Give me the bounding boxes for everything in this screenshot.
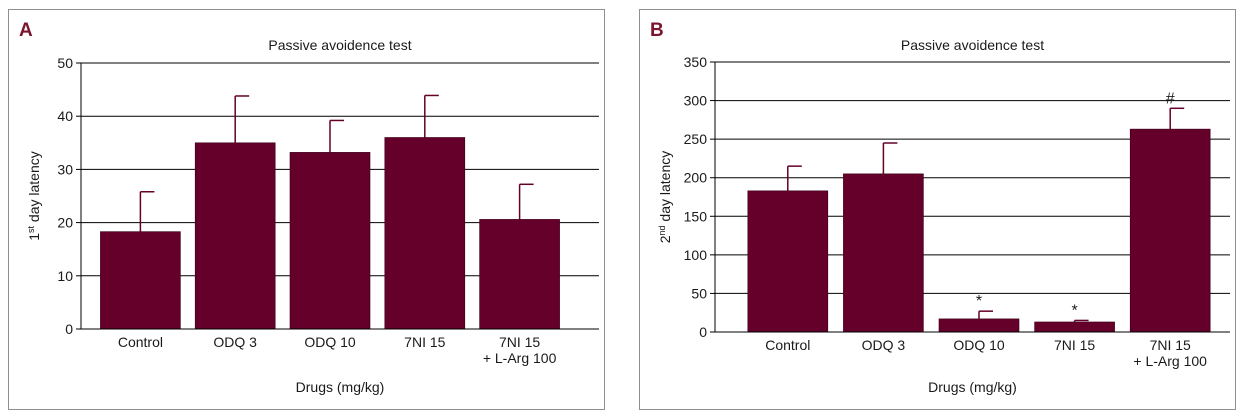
panel-a: A Passive avoidence test 0 10 20 30 40 50 Contr… xyxy=(8,9,605,410)
chart-a: Passive avoidence test 0 10 20 30 40 50 Control… xyxy=(9,10,606,411)
chart-1-bar-annotation: # xyxy=(1166,90,1175,107)
chart-0-bar xyxy=(290,152,370,329)
chart-0-bar xyxy=(480,219,560,329)
chart-0-y-tick-label: 50 xyxy=(57,55,73,71)
chart-0-category-label: 7NI 15 xyxy=(404,334,445,350)
chart-1-y-tick-label: 100 xyxy=(684,247,708,263)
chart-1-category-label: + L-Arg 100 xyxy=(1133,353,1207,369)
chart-1-title: Passive avoidence test xyxy=(901,37,1044,53)
chart-0-y-tick-label: 30 xyxy=(57,161,73,177)
chart-0-bar xyxy=(385,137,465,329)
chart-0-y-tick-label: 0 xyxy=(65,321,73,337)
chart-1-category-label: ODQ 10 xyxy=(953,337,1005,353)
chart-0-y-tick-label: 10 xyxy=(57,268,73,284)
chart-0-category-label: Control xyxy=(118,334,163,350)
chart-1-bar xyxy=(748,191,828,332)
chart-0-y-tick-label: 40 xyxy=(57,108,73,124)
chart-1-y-tick-label: 50 xyxy=(691,285,707,301)
chart-1-x-axis-label: Drugs (mg/kg) xyxy=(928,379,1017,395)
chart-1-y-tick-label: 200 xyxy=(684,170,708,186)
chart-1-y-tick-label: 350 xyxy=(684,54,708,70)
chart-1-category-label: Control xyxy=(765,337,810,353)
chart-1-y-tick-label: 0 xyxy=(699,324,707,340)
chart-1-y-tick-label: 250 xyxy=(684,131,708,147)
chart-1-bar-annotation: * xyxy=(1071,302,1077,319)
chart-1-category-label: 7NI 15 xyxy=(1054,337,1095,353)
chart-1-category-label: ODQ 3 xyxy=(862,337,906,353)
chart-1-category-label: 7NI 15 xyxy=(1150,337,1191,353)
chart-0-y-axis-label: 1st day latency xyxy=(26,151,42,241)
chart-1-y-tick-label: 300 xyxy=(684,93,708,109)
panel-b: B Passive avoidence test 0 50 100 150 200 250 3… xyxy=(639,9,1236,410)
chart-0-bar xyxy=(100,232,180,329)
chart-0-category-label: ODQ 10 xyxy=(304,334,356,350)
chart-0-category-label: 7NI 15 xyxy=(499,334,540,350)
chart-1-bar-annotation: * xyxy=(976,293,982,310)
chart-1-bar xyxy=(939,319,1019,332)
chart-0-category-label: + L-Arg 100 xyxy=(483,350,557,366)
chart-0-y-tick-label: 20 xyxy=(57,215,73,231)
chart-1-y-axis-label: 2nd day latency xyxy=(657,151,673,244)
chart-0-category-label: ODQ 3 xyxy=(213,334,257,350)
chart-1-y-tick-label: 150 xyxy=(684,208,708,224)
chart-1-bar xyxy=(843,174,923,332)
chart-1-bar xyxy=(1035,322,1115,332)
chart-b: Passive avoidence test 0 50 100 150 200 250 300… xyxy=(640,10,1237,411)
chart-0-bar xyxy=(195,143,275,329)
chart-0-x-axis-label: Drugs (mg/kg) xyxy=(296,379,385,395)
chart-1-bar xyxy=(1130,129,1210,332)
chart-0-title: Passive avoidence test xyxy=(268,37,411,53)
